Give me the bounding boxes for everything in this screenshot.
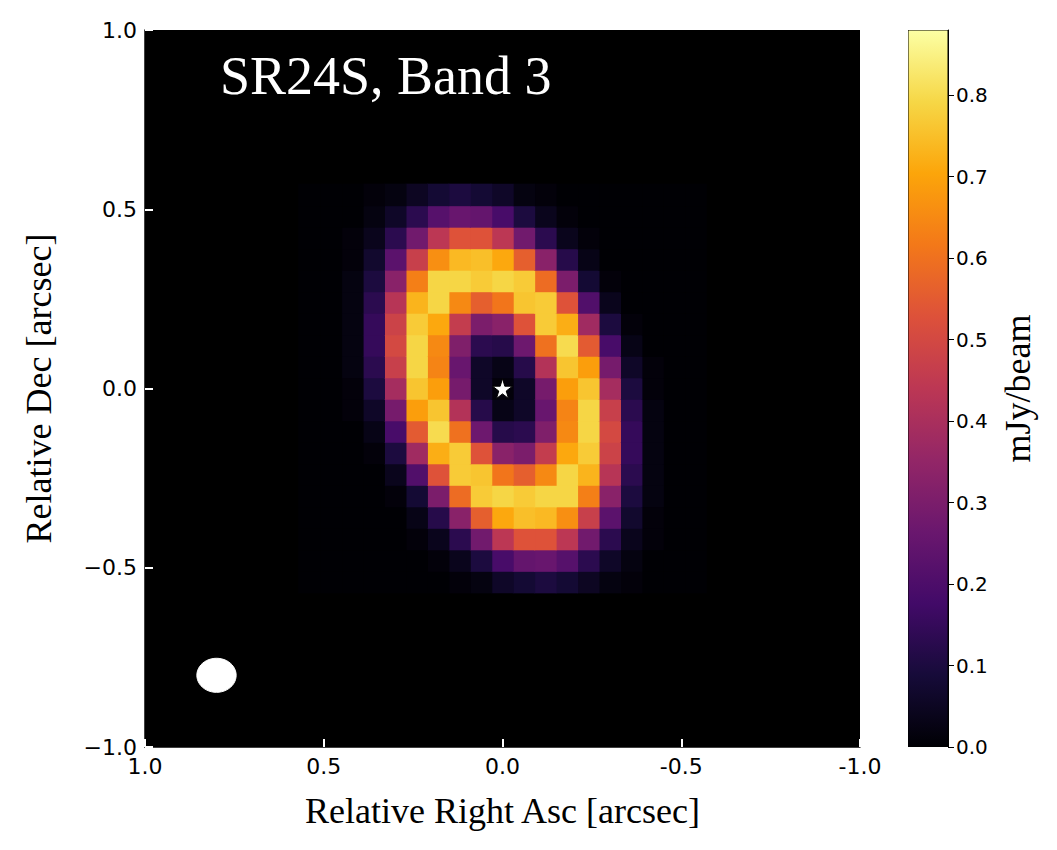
svg-text:1.0: 1.0 — [102, 18, 137, 43]
svg-text:0.3: 0.3 — [956, 491, 988, 515]
svg-text:0.5: 0.5 — [102, 197, 137, 222]
svg-text:0.8: 0.8 — [956, 83, 988, 107]
svg-text:0.4: 0.4 — [956, 409, 988, 433]
svg-text:Relative Right Asc [arcsec]: Relative Right Asc [arcsec] — [305, 791, 700, 831]
svg-text:0.0: 0.0 — [485, 754, 520, 779]
svg-text:0.2: 0.2 — [956, 572, 988, 596]
svg-text:−0.5: −0.5 — [84, 555, 137, 580]
svg-text:-0.5: -0.5 — [660, 754, 703, 779]
svg-text:1.0: 1.0 — [128, 754, 163, 779]
svg-text:0.6: 0.6 — [956, 246, 988, 270]
svg-text:0.5: 0.5 — [956, 328, 988, 352]
svg-text:0.0: 0.0 — [102, 376, 137, 401]
svg-text:0.0: 0.0 — [956, 735, 988, 759]
svg-text:0.1: 0.1 — [956, 654, 988, 678]
svg-text:−1.0: −1.0 — [83, 734, 137, 760]
svg-text:SR24S, Band 3: SR24S, Band 3 — [220, 46, 552, 106]
svg-text:Relative Dec [arcsec]: Relative Dec [arcsec] — [19, 234, 59, 544]
svg-text:0.5: 0.5 — [306, 754, 341, 779]
svg-text:-1.0: -1.0 — [839, 754, 882, 779]
svg-text:mJy/beam: mJy/beam — [998, 315, 1038, 463]
svg-text:0.7: 0.7 — [956, 165, 988, 189]
